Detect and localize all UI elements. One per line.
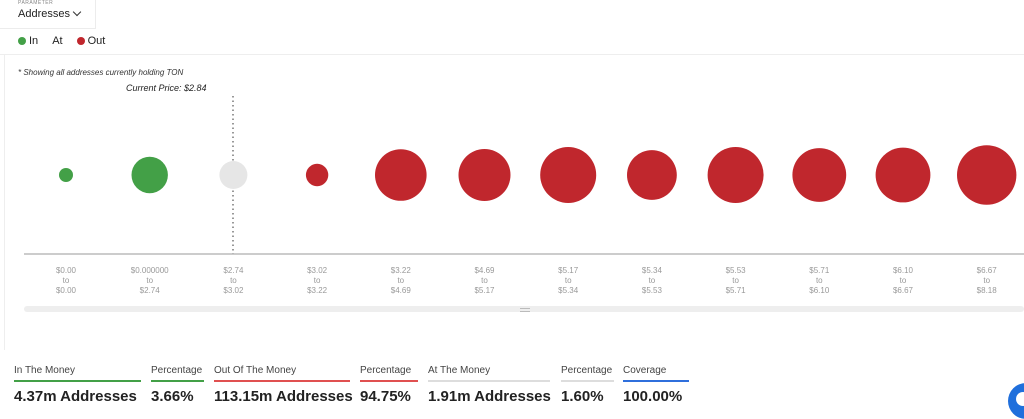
bubble-out[interactable] bbox=[627, 150, 677, 200]
bubble-out[interactable] bbox=[875, 147, 931, 203]
tick-label: $5.71 bbox=[726, 286, 747, 295]
stat-at-percentage: Percentage 1.60% bbox=[561, 365, 614, 405]
bubble-at[interactable] bbox=[219, 161, 248, 189]
stat-coverage: Coverage 100.00% bbox=[623, 365, 689, 405]
scrollbar-grip-icon[interactable] bbox=[520, 308, 530, 312]
parameter-panel bbox=[0, 0, 96, 29]
chart-scrollbar[interactable] bbox=[24, 306, 1024, 312]
tick-label: $4.69 bbox=[474, 266, 495, 275]
legend-label-in: In bbox=[29, 35, 39, 47]
tick-label: $3.02 bbox=[307, 266, 328, 275]
tick-label: $5.17 bbox=[474, 286, 495, 295]
tick-label: $5.34 bbox=[642, 266, 663, 275]
tick-label: $5.17 bbox=[558, 266, 579, 275]
tick-label: $6.10 bbox=[809, 286, 830, 295]
stat-label: In The Money bbox=[14, 365, 75, 376]
tick-label: $5.53 bbox=[642, 286, 663, 295]
tick-label: $5.53 bbox=[726, 266, 747, 275]
tick-label-connector: to bbox=[816, 276, 823, 285]
tick-label-connector: to bbox=[314, 276, 321, 285]
stat-underline bbox=[623, 380, 689, 382]
current-price-label: Current Price: $2.84 bbox=[126, 83, 207, 93]
tick-label: $8.18 bbox=[977, 286, 998, 295]
tick-label: $3.22 bbox=[391, 266, 412, 275]
bubble-out[interactable] bbox=[792, 148, 847, 202]
chart-note: * Showing all addresses currently holdin… bbox=[18, 68, 184, 77]
stat-underline bbox=[360, 380, 418, 382]
stat-label: Percentage bbox=[360, 365, 412, 376]
legend-item-in[interactable]: In bbox=[18, 35, 38, 47]
stat-label: Out Of The Money bbox=[214, 365, 297, 376]
tick-label-connector: to bbox=[481, 276, 488, 285]
stat-label: Percentage bbox=[561, 365, 613, 376]
stat-in-percentage: Percentage 3.66% bbox=[151, 365, 204, 405]
stat-label: At The Money bbox=[428, 365, 491, 376]
tick-label: $6.67 bbox=[893, 286, 914, 295]
stat-underline bbox=[561, 380, 614, 382]
stat-value: 3.66% bbox=[151, 388, 194, 405]
legend-dot-in bbox=[18, 37, 26, 45]
tick-label: $2.74 bbox=[140, 286, 161, 295]
bubble-out[interactable] bbox=[305, 163, 329, 187]
legend-item-at[interactable]: At bbox=[52, 35, 62, 47]
tick-label-connector: to bbox=[397, 276, 404, 285]
legend-label-out: Out bbox=[87, 35, 106, 47]
stat-out-percentage: Percentage 94.75% bbox=[360, 365, 418, 405]
stat-value: 100.00% bbox=[623, 388, 683, 405]
legend-label-at: At bbox=[52, 35, 63, 47]
tick-label: $3.02 bbox=[223, 286, 244, 295]
divider bbox=[0, 54, 1024, 55]
stat-underline bbox=[214, 380, 350, 382]
bubble-out[interactable] bbox=[707, 147, 764, 203]
legend-item-out[interactable]: Out bbox=[76, 35, 106, 47]
stat-value: 113.15m Addresses bbox=[214, 388, 353, 405]
legend: In At Out bbox=[18, 35, 105, 47]
bubble-out[interactable] bbox=[375, 149, 427, 201]
parameter-dropdown[interactable]: Addresses bbox=[18, 7, 82, 20]
tick-label: $2.74 bbox=[223, 266, 244, 275]
tick-label-connector: to bbox=[146, 276, 153, 285]
chat-icon bbox=[1016, 392, 1024, 406]
tick-label-connector: to bbox=[565, 276, 572, 285]
stat-underline bbox=[151, 380, 204, 382]
tick-label: $6.67 bbox=[977, 266, 998, 275]
stat-underline bbox=[14, 380, 141, 382]
parameter-label: PARAMETER bbox=[18, 0, 54, 6]
stat-in-the-money: In The Money 4.37m Addresses bbox=[14, 365, 141, 405]
bubble-chart: Current Price: $2.84 $0.00to$0.00$0.0000… bbox=[24, 83, 1024, 295]
parameter-selected-value: Addresses bbox=[18, 8, 70, 20]
stat-out-of-the-money: Out Of The Money 113.15m Addresses bbox=[214, 365, 353, 405]
stat-value: 1.91m Addresses bbox=[428, 388, 551, 405]
tick-label: $4.69 bbox=[391, 286, 412, 295]
tick-label: $0.000000 bbox=[131, 266, 169, 275]
tick-label: $5.71 bbox=[809, 266, 830, 275]
stat-value: 94.75% bbox=[360, 388, 411, 405]
bubble-out[interactable] bbox=[957, 145, 1017, 205]
tick-label: $6.10 bbox=[893, 266, 914, 275]
stat-label: Percentage bbox=[151, 365, 203, 376]
tick-label: $0.00 bbox=[56, 286, 77, 295]
tick-label-connector: to bbox=[732, 276, 739, 285]
bubble-out[interactable] bbox=[540, 147, 597, 203]
tick-label-connector: to bbox=[230, 276, 237, 285]
tick-label-connector: to bbox=[649, 276, 656, 285]
tick-label: $0.00 bbox=[56, 266, 77, 275]
legend-dot-out bbox=[76, 37, 85, 45]
bubble-in[interactable] bbox=[131, 156, 168, 194]
bubble-out[interactable] bbox=[458, 149, 511, 201]
divider-vertical bbox=[4, 55, 5, 350]
stat-at-the-money: At The Money 1.91m Addresses bbox=[428, 365, 551, 405]
tick-label-connector: to bbox=[63, 276, 70, 285]
stat-underline bbox=[428, 380, 550, 382]
tick-label: $5.34 bbox=[558, 286, 579, 295]
tick-label-connector: to bbox=[983, 276, 990, 285]
tick-label: $3.22 bbox=[307, 286, 328, 295]
tick-label-connector: to bbox=[900, 276, 907, 285]
stat-label: Coverage bbox=[623, 365, 667, 376]
stat-value: 1.60% bbox=[561, 388, 604, 405]
bubble-in[interactable] bbox=[59, 168, 73, 182]
stat-value: 4.37m Addresses bbox=[14, 388, 137, 405]
